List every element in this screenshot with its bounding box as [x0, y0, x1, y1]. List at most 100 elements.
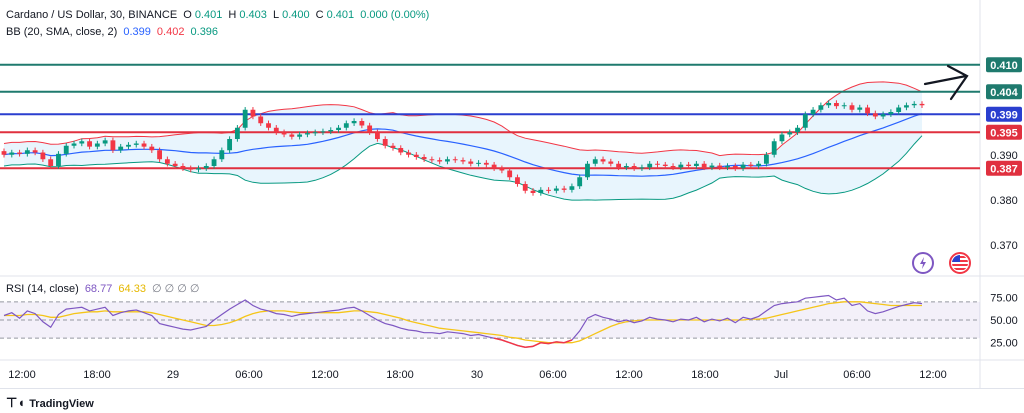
candle-body [802, 114, 808, 128]
candle-body [865, 107, 870, 114]
candle-body [297, 134, 303, 137]
candle-body [359, 121, 365, 126]
candle-body [149, 146, 155, 151]
candle-body [577, 177, 583, 187]
symbol-title[interactable]: Cardano / US Dollar, 30, BINANCE [6, 9, 178, 21]
us-flag-icon[interactable] [949, 252, 971, 274]
candle-body [188, 168, 194, 170]
candle-body [180, 166, 186, 169]
candle-body [429, 159, 435, 161]
bollinger-bands [3, 81, 923, 201]
level-label-bg [986, 106, 1022, 122]
candle-body [732, 166, 738, 169]
candle-body [133, 143, 139, 145]
level-label-bg [986, 57, 1022, 73]
candle-body [203, 166, 209, 169]
candle-body [826, 103, 832, 106]
close-value: 0.401 [326, 9, 355, 21]
candle-body [631, 166, 637, 169]
candle-body [787, 132, 793, 135]
rsi-oversold-segment [509, 342, 518, 347]
time-axis[interactable]: 12:00 18:00 29 06:00 12:00 18:00 30 06:00 12:00 1… [0, 359, 1024, 381]
time-tick-label: 18:00 [83, 369, 111, 381]
candle-body [17, 152, 22, 154]
price-axis[interactable]: 0.380 0.390 0.370 [990, 150, 1018, 252]
bb-legend: BB (20, SMA, close, 2) 0.399 0.402 0.396 [6, 26, 221, 38]
rsi-tick-label: 75.00 [990, 292, 1018, 304]
rsi-ma-line [4, 301, 922, 344]
tradingview-logo[interactable]: ⊤◖ TradingView [6, 395, 94, 411]
candle-body [398, 148, 404, 153]
time-tick-label: 06:00 [843, 369, 871, 381]
candle-body [281, 132, 287, 135]
candle-body [600, 159, 606, 162]
symbol-legend: Cardano / US Dollar, 30, BINANCE O 0.401 … [6, 9, 432, 21]
candle-body [304, 133, 310, 135]
candle-body [483, 162, 489, 165]
open-label: O [183, 9, 192, 21]
rsi-oversold-segment [493, 337, 503, 341]
candle-body [390, 145, 396, 148]
high-value: 0.403 [239, 9, 267, 21]
candle-body [289, 134, 295, 137]
candle-body [693, 163, 699, 166]
rsi-line [3, 294, 923, 348]
horizontal-levels[interactable]: 0.410 0.404 0.399 0.395 0.387 [0, 57, 1022, 176]
candle-body [880, 114, 886, 117]
bb-basis-line [3, 113, 923, 177]
candle-body [904, 105, 909, 108]
rsi-value: 68.77 [84, 283, 113, 295]
candle-body [616, 163, 622, 168]
candle-body [810, 109, 816, 115]
candle-body [312, 132, 318, 134]
time-tick-label: 30 [471, 369, 483, 381]
rsi-oversold-segment [556, 341, 565, 344]
bb-lower-line [3, 135, 923, 201]
candle-body [24, 150, 30, 154]
candle-body [585, 163, 590, 178]
rsi-oversold-segment [540, 341, 549, 345]
candle-body [740, 164, 746, 169]
candle-body [452, 159, 458, 161]
candle-body [460, 160, 466, 162]
candle-body [94, 143, 100, 147]
candle-body [468, 161, 474, 164]
level-label: 0.395 [990, 127, 1018, 139]
change-value: 0.000 (0.00%) [360, 9, 430, 21]
candle-body [87, 141, 92, 147]
candle-body [841, 105, 847, 107]
rsi-oversold-segment [501, 339, 510, 344]
rsi-oversold-segment [517, 344, 526, 349]
rsi-oversold-segment [525, 345, 534, 349]
candle-body [375, 132, 380, 139]
level-label-bg [986, 124, 1022, 140]
candle-body [538, 189, 544, 193]
rsi-oversold-segment [548, 341, 557, 345]
candle-body [343, 123, 349, 128]
candle-body [141, 143, 147, 147]
chart-canvas[interactable]: 0.410 0.404 0.399 0.395 0.387 0.380 0.390 0.37… [0, 0, 1024, 388]
candle-body [872, 113, 878, 117]
rsi-tick-label: 50.00 [990, 315, 1018, 327]
bolt-icon[interactable] [912, 252, 934, 274]
candle-body [678, 164, 684, 168]
candle-body [647, 163, 653, 168]
candle-body [273, 127, 279, 133]
price-tick-label: 0.370 [990, 240, 1018, 252]
candle-body [655, 163, 660, 165]
rsi-label[interactable]: RSI (14, close) [6, 283, 79, 295]
right-arrow-annotation[interactable] [923, 64, 969, 101]
close-label: C [315, 9, 324, 21]
candle-body [219, 150, 225, 160]
candle-body [250, 109, 256, 117]
candle-body [756, 163, 762, 166]
low-value: 0.400 [282, 9, 310, 21]
candle-body [266, 123, 271, 128]
candle-body [911, 103, 917, 106]
bb-lower-value: 0.396 [190, 26, 219, 38]
bb-label[interactable]: BB (20, SMA, close, 2) [6, 26, 118, 38]
bb-mid-value: 0.399 [123, 26, 151, 38]
candle-body [888, 112, 894, 115]
candle-body [40, 152, 46, 160]
candle-body [849, 105, 855, 110]
